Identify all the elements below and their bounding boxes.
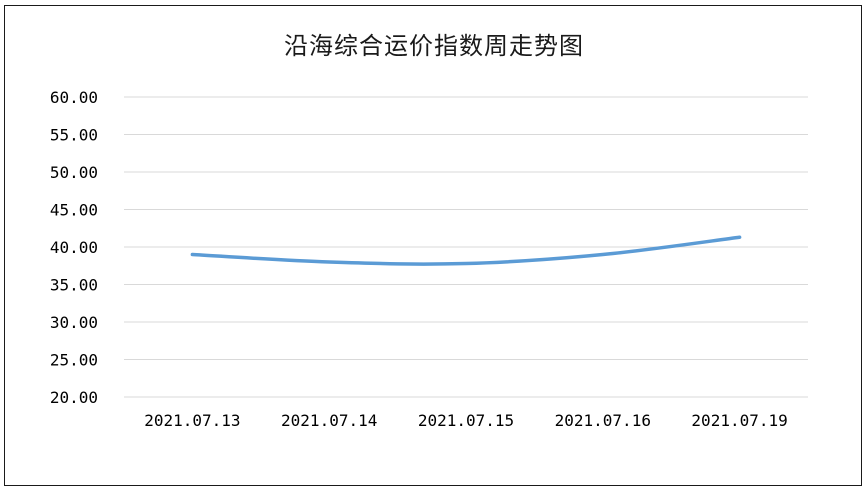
y-tick-label: 20.00 [50, 388, 98, 407]
y-tick-label: 40.00 [50, 238, 98, 257]
series-line [190, 235, 742, 266]
x-tick-label: 2021.07.16 [555, 411, 651, 430]
chart-frame [4, 5, 862, 486]
y-tick-label: 25.00 [50, 351, 98, 370]
x-tick-label: 2021.07.13 [144, 411, 240, 430]
y-tick-label: 50.00 [50, 163, 98, 182]
y-tick-label: 45.00 [50, 201, 98, 220]
x-tick-label: 2021.07.14 [281, 411, 377, 430]
x-tick-label: 2021.07.15 [418, 411, 514, 430]
x-tick-label: 2021.07.19 [691, 411, 787, 430]
y-tick-label: 55.00 [50, 126, 98, 145]
y-tick-label: 30.00 [50, 313, 98, 332]
y-tick-label: 35.00 [50, 276, 98, 295]
chart-title: 沿海综合运价指数周走势图 [284, 32, 584, 60]
y-tick-label: 60.00 [50, 88, 98, 107]
